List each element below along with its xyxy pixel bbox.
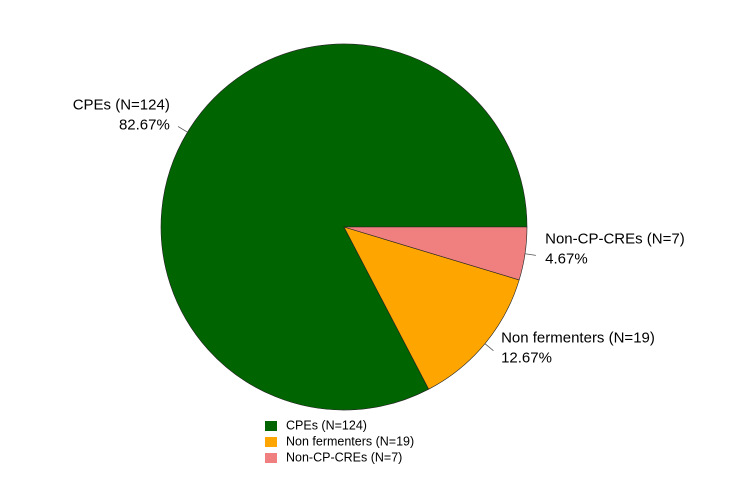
- pie-slice: [160, 43, 528, 411]
- pie-slice: [343, 226, 520, 390]
- slice-value-label: 4.67%: [545, 250, 588, 267]
- legend-label: Non-CP-CREs (N=7): [286, 450, 402, 464]
- slice-label: Non fermenters (N=19): [501, 329, 655, 346]
- legend-swatch: [265, 421, 277, 431]
- slice-value-label: 82.67%: [119, 117, 170, 134]
- slice-value-label: 12.67%: [501, 349, 552, 366]
- legend-label: Non fermenters (N=19): [286, 434, 414, 448]
- slice-label: Non-CP-CREs (N=7): [545, 230, 685, 247]
- legend-swatch: [265, 437, 277, 447]
- pie-slice: [343, 226, 528, 281]
- slice-label: CPEs (N=124): [73, 97, 170, 114]
- leader-line: [524, 253, 536, 256]
- leader-line: [484, 343, 494, 351]
- leader-line: [177, 126, 188, 133]
- legend-label: CPEs (N=124): [286, 418, 367, 432]
- legend-swatch: [265, 453, 277, 463]
